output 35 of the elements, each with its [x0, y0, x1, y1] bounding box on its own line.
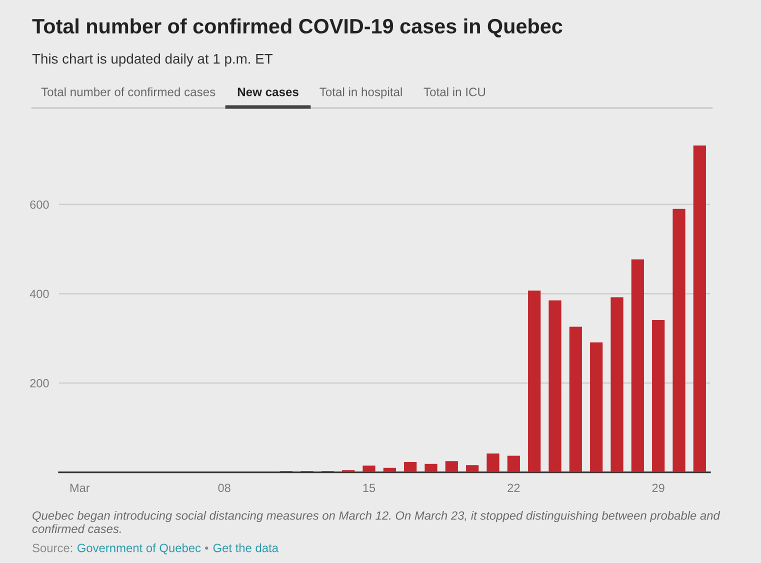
- bar: [672, 208, 686, 472]
- bar: [528, 290, 541, 472]
- x-tick-label: 22: [508, 484, 520, 492]
- source-note: Source:: [32, 544, 72, 552]
- bar: [610, 297, 624, 472]
- bar: [569, 326, 582, 472]
- text: Total in ICU: [424, 87, 486, 96]
- bar: [424, 464, 438, 472]
- text: Total number of confirmed cases: [41, 87, 216, 96]
- bar: [466, 465, 479, 472]
- y-tick-label: 200: [30, 379, 49, 388]
- y-tick-label: 600: [30, 200, 49, 209]
- x-tick-label: 15: [363, 484, 376, 492]
- text: Government of Quebec: [77, 543, 201, 554]
- text: New cases: [238, 88, 298, 96]
- text: Get the data: [213, 543, 278, 552]
- text: •: [204, 546, 208, 550]
- bar: [590, 342, 603, 472]
- bar: [548, 300, 562, 472]
- bar: [507, 456, 520, 472]
- chart-subtitle: This chart is updated daily at 1 p.m. ET: [32, 54, 273, 66]
- bar: [362, 466, 376, 472]
- y-tick-label: 400: [30, 290, 49, 298]
- bar: [631, 259, 644, 472]
- chart-title: Total number of confirmed COVID-19 cases in Quebec: [32, 18, 562, 38]
- text: Total in hospital: [320, 87, 402, 99]
- x-tick-label: 08: [218, 484, 230, 492]
- bar: [693, 146, 706, 472]
- bar: [445, 461, 458, 472]
- bar: [652, 320, 665, 472]
- bar: [486, 454, 500, 472]
- x-tick-label: Mar: [70, 484, 90, 492]
- text: Quebec began introducing social distancing measures on March 12. On March 23, it stopped distinguishing between probable and confirmed cases.: [32, 511, 720, 534]
- bar: [404, 462, 417, 472]
- x-tick-label: 29: [652, 484, 664, 492]
